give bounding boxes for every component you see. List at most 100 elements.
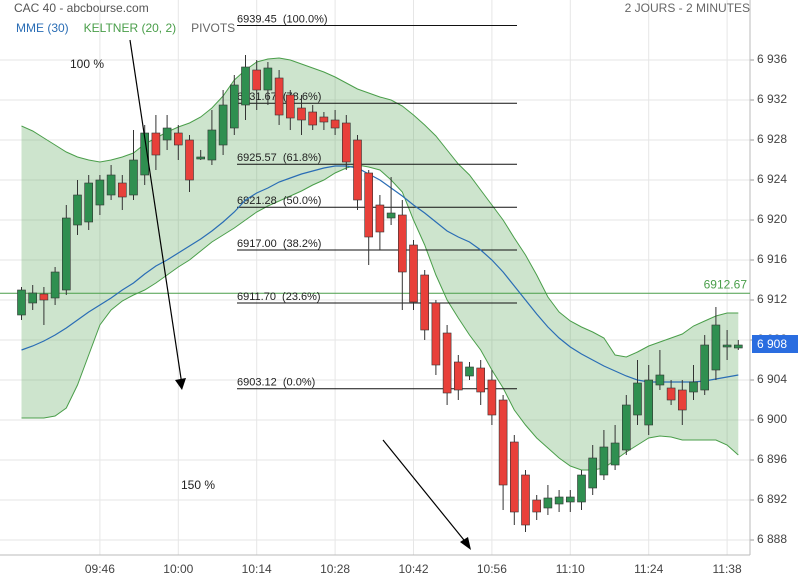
- y-tick-label: 6 924: [757, 172, 787, 186]
- x-tick-label: 10:14: [242, 562, 272, 576]
- candle-body: [274, 77, 284, 116]
- candle-body: [476, 367, 486, 393]
- candle-body: [386, 212, 396, 219]
- candle-body: [621, 404, 631, 451]
- candle-body: [666, 387, 676, 401]
- candle-body: [711, 324, 721, 371]
- y-tick-label: 6 904: [757, 372, 787, 386]
- x-tick-label: 10:42: [398, 562, 428, 576]
- plot: 6939.45 (100.0%)6931.67 (78.6%)6925.57 (…: [0, 13, 750, 532]
- candle-body: [689, 381, 698, 393]
- candle-body: [297, 107, 306, 121]
- x-tick-label: 11:38: [713, 562, 742, 576]
- candle-body: [218, 104, 228, 146]
- fib-label: 6903.12 (0.0%): [237, 377, 315, 389]
- candle-body: [17, 289, 26, 316]
- fib-label: 6921.28 (50.0%): [237, 195, 321, 207]
- candle-body: [185, 139, 194, 181]
- fib-label: 6917.00 (38.2%): [237, 238, 321, 250]
- y-tick-label: 6 892: [757, 492, 787, 506]
- candle-body: [28, 292, 38, 304]
- x-tick-label: 10:28: [320, 562, 350, 576]
- candle-body: [543, 497, 553, 509]
- candle-body: [353, 139, 362, 201]
- candle-body: [207, 129, 217, 161]
- chart-title: CAC 40 - abcbourse.com: [14, 1, 149, 15]
- candle-body: [509, 441, 519, 513]
- candle-body: [151, 132, 161, 156]
- candle-body: [442, 332, 452, 394]
- y-tick-label: 6 928: [757, 132, 787, 146]
- candle-body: [330, 119, 340, 129]
- candle-body: [521, 474, 530, 526]
- y-tick-label: 6 916: [757, 252, 787, 266]
- candle-body: [61, 217, 71, 291]
- arrow: [382, 439, 469, 546]
- arrow-head: [460, 537, 471, 550]
- candle-body: [118, 182, 127, 198]
- candle-body: [39, 293, 49, 301]
- last-price-tag: [752, 335, 798, 353]
- candle-body: [106, 174, 116, 196]
- arrow-head: [175, 378, 186, 390]
- candle-body: [565, 496, 575, 503]
- candle-body: [285, 94, 295, 119]
- candle-body: [431, 302, 441, 366]
- x-tick-label: 11:24: [634, 562, 663, 576]
- annotation: 150 %: [181, 478, 215, 492]
- candle-body: [532, 499, 542, 513]
- x-tick-label: 09:46: [85, 562, 115, 576]
- candle-body: [610, 442, 620, 466]
- candle-body: [84, 182, 93, 223]
- candle-body: [319, 116, 329, 123]
- candle-body: [655, 374, 665, 386]
- y-tick-label: 6 912: [757, 292, 787, 306]
- y-tick-label: 6 900: [757, 412, 787, 426]
- candle-body: [230, 84, 239, 129]
- candle-body: [599, 446, 609, 476]
- candle-body: [263, 67, 273, 91]
- candle-body: [677, 389, 687, 411]
- candle-body: [73, 194, 82, 226]
- keltner-fill: [21, 58, 739, 470]
- annotation: 100 %: [70, 57, 104, 71]
- candle-body: [241, 66, 250, 106]
- candle-body: [700, 344, 710, 391]
- chart-subtitle: 2 JOURS - 2 MINUTES: [625, 1, 750, 15]
- y-tick-label: 6 936: [757, 52, 787, 66]
- candle-body: [196, 156, 205, 160]
- legend-entry: PIVOTS: [191, 21, 235, 35]
- reference-label: 6912.67: [704, 277, 748, 291]
- candle-body: [95, 179, 105, 206]
- candle-body: [465, 366, 474, 377]
- mme-line: [21, 165, 739, 383]
- candle-body: [341, 122, 351, 163]
- candle-body: [644, 379, 654, 426]
- candle-body: [252, 69, 261, 91]
- candle-body: [364, 172, 374, 238]
- candle-body: [453, 361, 463, 391]
- legend-entry: MME (30): [16, 21, 69, 35]
- grid: [0, 0, 754, 556]
- y-tick-label: 6 932: [757, 92, 787, 106]
- candle-body: [733, 344, 743, 349]
- candle-body: [588, 457, 598, 489]
- arrow: [129, 39, 183, 386]
- candle-body: [409, 244, 418, 303]
- legend-entry: KELTNER (20, 2): [84, 21, 176, 35]
- candle-body: [140, 132, 149, 176]
- fib-label: 6925.57 (61.8%): [237, 152, 321, 164]
- candle-body: [633, 382, 642, 416]
- y-tick-label: 6 888: [757, 532, 787, 546]
- candle-body: [722, 344, 732, 348]
- y-tick-label: 6 896: [757, 452, 787, 466]
- candle-body: [420, 274, 430, 331]
- fib-label: 6911.70 (23.6%): [237, 291, 321, 303]
- overlay: 6 888 6 892 6 896 6 900 6 904 6 908 6 912 6 916…: [16, 21, 798, 576]
- candle-body: [554, 496, 564, 505]
- x-tick-label: 11:10: [556, 562, 585, 576]
- x-tick-label: 10:00: [163, 562, 193, 576]
- candle-body: [487, 379, 497, 416]
